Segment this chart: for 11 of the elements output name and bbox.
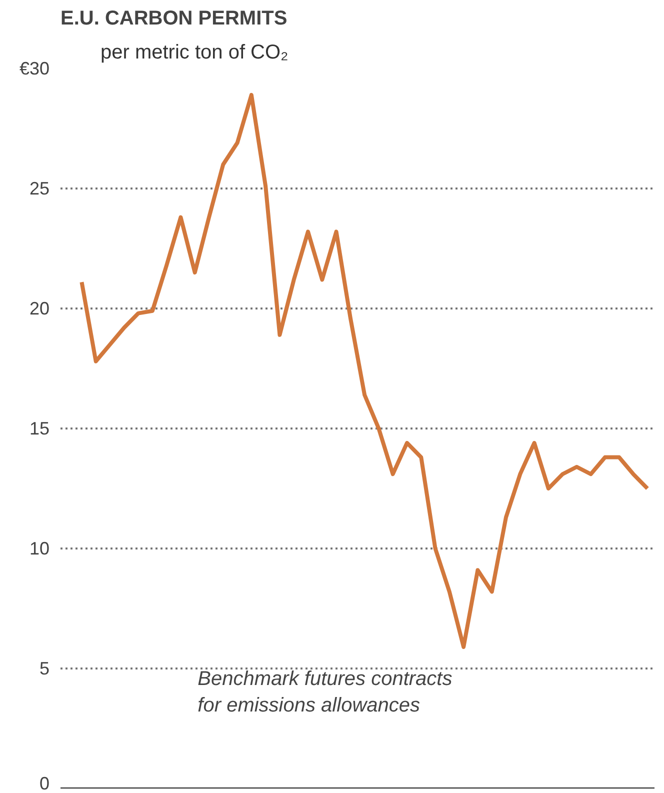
annotation: Benchmark futures contracts for emissions allowances: [198, 668, 452, 716]
y-tick-label: 10: [29, 538, 50, 558]
y-axis-title: per metric ton of CO₂: [100, 42, 288, 64]
chart-title: E.U. CARBON PERMITS: [60, 8, 288, 30]
y-tick-label: 5: [39, 658, 50, 678]
y-tick-label: €30: [19, 58, 50, 78]
line-series: [80, 92, 650, 649]
y-tick-label: 0: [39, 774, 50, 793]
y-tick-label: 15: [29, 418, 50, 438]
y-tick-label: 25: [29, 178, 50, 198]
y-tick-label: 20: [29, 298, 50, 318]
